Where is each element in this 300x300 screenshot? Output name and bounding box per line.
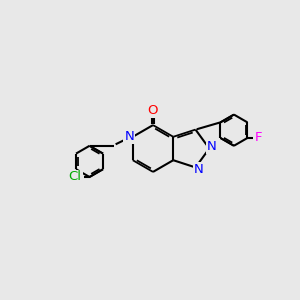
Text: N: N [207,140,217,153]
Text: N: N [124,130,134,143]
Text: N: N [194,163,203,176]
Text: F: F [254,131,262,145]
Text: O: O [148,103,158,117]
Text: Cl: Cl [69,170,82,184]
